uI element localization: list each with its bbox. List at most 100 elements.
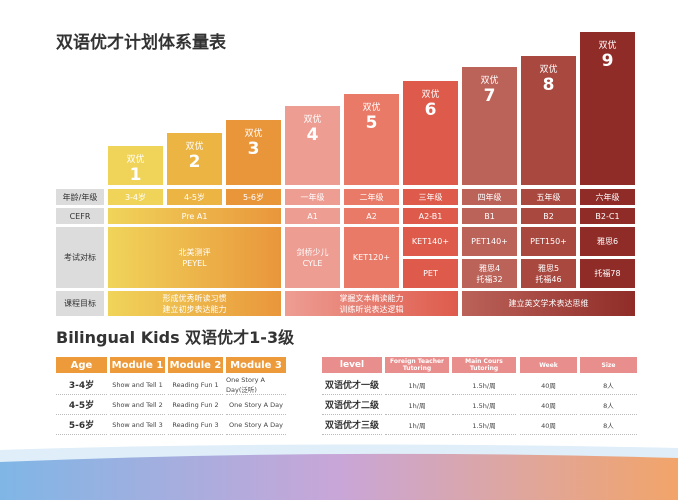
level-number: 9: [601, 51, 614, 71]
table2-header: Week: [520, 357, 577, 373]
table2-cell: 1h/周: [385, 395, 449, 415]
level-number: 8: [542, 75, 555, 95]
exam-cell-peyel: 北美测评 PEYEL: [108, 227, 281, 288]
table2-cell: 40周: [520, 375, 577, 395]
table2-cell: 双语优才三级: [322, 415, 382, 435]
grade-cell: 4-5岁: [167, 189, 222, 205]
grade-cell: 一年级: [285, 189, 340, 205]
exam-cell-ielts5: 雅思5 托福46: [521, 259, 576, 288]
level-bar-7: 双优 7: [462, 67, 517, 185]
level-name: 双优: [185, 142, 204, 152]
table2-header: level: [322, 357, 382, 373]
table2-cell: 8人: [580, 375, 637, 395]
table2-cell: 双语优才二级: [322, 395, 382, 415]
table2-header: Foreign Teacher Tutoring: [385, 357, 449, 373]
level-bar-5: 双优 5: [344, 94, 399, 185]
exam-cell-cyle: 剑桥少儿 CYLE: [285, 227, 340, 288]
level-bar-1: 双优 1: [108, 146, 163, 185]
level-name: 双优: [362, 103, 381, 113]
row-label: CEFR: [56, 208, 104, 224]
grade-cell: 二年级: [344, 189, 399, 205]
table2-cell: 1h/周: [385, 375, 449, 395]
level-bar-2: 双优 2: [167, 133, 222, 185]
level-bar-6: 双优 6: [403, 81, 458, 185]
cefr-cell: A2-B1: [403, 208, 458, 224]
table1-cell: 4-5岁: [56, 395, 107, 415]
cefr-cell: B1: [462, 208, 517, 224]
goal-cell: 掌握文本精读能力 训练听说表达逻辑: [285, 291, 458, 316]
table1-cell: One Story A Day: [226, 415, 286, 435]
level-number: 1: [129, 165, 142, 185]
level-bar-8: 双优 8: [521, 56, 576, 185]
table1-cell: Reading Fun 2: [168, 395, 223, 415]
level-name: 双优: [303, 115, 322, 125]
level-bar-9: 双优 9: [580, 32, 635, 185]
exam-cell-ielts4: 雅思4 托福32: [462, 259, 517, 288]
table2-cell: 8人: [580, 395, 637, 415]
level-number: 2: [188, 152, 201, 172]
table1-cell: Reading Fun 1: [168, 375, 223, 395]
table2-cell: 40周: [520, 415, 577, 435]
table1-cell: 3-4岁: [56, 375, 107, 395]
cefr-cell: B2: [521, 208, 576, 224]
table1-header: Age: [56, 357, 107, 373]
table2-cell: 1h/周: [385, 415, 449, 435]
table1-cell: 5-6岁: [56, 415, 107, 435]
table1-cell: One Story A Day: [226, 395, 286, 415]
table2-cell: 40周: [520, 395, 577, 415]
table2-header: Main Cours Tutoring: [452, 357, 516, 373]
cefr-cell: Pre A1: [108, 208, 281, 224]
cefr-cell: A1: [285, 208, 340, 224]
table2-cell: 1.5h/周: [452, 415, 516, 435]
cefr-cell: A2: [344, 208, 399, 224]
table1-header: Module 3: [226, 357, 286, 373]
level-number: 5: [365, 113, 378, 133]
level-name: 双优: [126, 155, 145, 165]
goal-cell: 形成优秀听读习惯 建立初步表达能力: [108, 291, 281, 316]
page-title: 双语优才计划体系量表: [56, 33, 226, 53]
level-name: 双优: [598, 41, 617, 51]
exam-cell-pet140: PET140+: [462, 227, 517, 256]
grade-cell: 六年级: [580, 189, 635, 205]
level-name: 双优: [539, 65, 558, 75]
exam-cell-ielts6: 雅思6: [580, 227, 635, 256]
table2-cell: 双语优才一级: [322, 375, 382, 395]
row-label: 年龄/年级: [56, 189, 104, 205]
table1-cell: Reading Fun 3: [168, 415, 223, 435]
level-name: 双优: [421, 90, 440, 100]
table1-cell: Show and Tell 2: [110, 395, 165, 415]
level-number: 4: [306, 125, 319, 145]
exam-cell-ket120: KET120+: [344, 227, 399, 288]
section-title: Bilingual Kids 双语优才1-3级: [56, 328, 295, 347]
grade-cell: 3-4岁: [108, 189, 163, 205]
level-name: 双优: [480, 76, 499, 86]
level-bar-3: 双优 3: [226, 120, 281, 185]
level-number: 7: [483, 86, 496, 106]
table2-cell: 8人: [580, 415, 637, 435]
level-name: 双优: [244, 129, 263, 139]
level-number: 3: [247, 139, 260, 159]
grade-cell: 三年级: [403, 189, 458, 205]
level-number: 6: [424, 100, 437, 120]
goal-cell: 建立英文学术表达思维: [462, 291, 635, 316]
table1-cell: Show and Tell 1: [110, 375, 165, 395]
table1-cell: One Story A Day(泛听): [226, 375, 286, 395]
table1-cell: Show and Tell 3: [110, 415, 165, 435]
grade-cell: 五年级: [521, 189, 576, 205]
cefr-cell: B2-C1: [580, 208, 635, 224]
row-label: 考试对标: [56, 227, 104, 288]
decorative-wave: [0, 444, 678, 500]
table2-cell: 1.5h/周: [452, 395, 516, 415]
exam-cell-pet: PET: [403, 259, 458, 288]
table2-header: Size: [580, 357, 637, 373]
table1-header: Module 2: [168, 357, 223, 373]
level-bar-4: 双优 4: [285, 106, 340, 185]
grade-cell: 5-6岁: [226, 189, 281, 205]
exam-cell-pet150: PET150+: [521, 227, 576, 256]
exam-cell-toefl78: 托福78: [580, 259, 635, 288]
exam-cell-ket140: KET140+: [403, 227, 458, 256]
grade-cell: 四年级: [462, 189, 517, 205]
row-label: 课程目标: [56, 291, 104, 316]
table2-cell: 1.5h/周: [452, 375, 516, 395]
table1-header: Module 1: [110, 357, 165, 373]
